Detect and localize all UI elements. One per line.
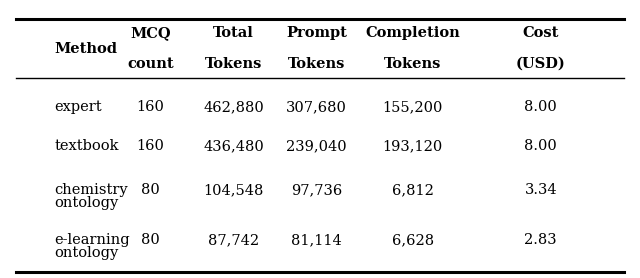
- Text: Tokens: Tokens: [205, 57, 262, 71]
- Text: ontology: ontology: [54, 246, 118, 260]
- Text: 8.00: 8.00: [524, 139, 557, 153]
- Text: 2.83: 2.83: [525, 234, 557, 247]
- Text: 97,736: 97,736: [291, 183, 342, 197]
- Text: expert: expert: [54, 100, 102, 114]
- Text: 307,680: 307,680: [286, 100, 348, 114]
- Text: Completion: Completion: [365, 26, 460, 40]
- Text: Cost: Cost: [523, 26, 559, 40]
- Text: 80: 80: [141, 234, 160, 247]
- Text: 155,200: 155,200: [383, 100, 443, 114]
- Text: 3.34: 3.34: [525, 183, 557, 197]
- Text: 239,040: 239,040: [287, 139, 347, 153]
- Text: 462,880: 462,880: [204, 100, 264, 114]
- Text: 104,548: 104,548: [204, 183, 264, 197]
- Text: textbook: textbook: [54, 139, 119, 153]
- Text: 436,480: 436,480: [204, 139, 264, 153]
- Text: chemistry: chemistry: [54, 183, 128, 197]
- Text: Tokens: Tokens: [384, 57, 442, 71]
- Text: Prompt: Prompt: [286, 26, 348, 40]
- Text: 160: 160: [136, 100, 164, 114]
- Text: (USD): (USD): [516, 57, 566, 71]
- Text: Tokens: Tokens: [288, 57, 346, 71]
- Text: MCQ: MCQ: [130, 26, 171, 40]
- Text: 87,742: 87,742: [208, 234, 259, 247]
- Text: 8.00: 8.00: [524, 100, 557, 114]
- Text: ontology: ontology: [54, 196, 118, 210]
- Text: 6,628: 6,628: [392, 234, 434, 247]
- Text: 80: 80: [141, 183, 160, 197]
- Text: 160: 160: [136, 139, 164, 153]
- Text: 193,120: 193,120: [383, 139, 443, 153]
- Text: Method: Method: [54, 42, 117, 56]
- Text: e-learning: e-learning: [54, 234, 130, 247]
- Text: count: count: [127, 57, 173, 71]
- Text: Total: Total: [213, 26, 254, 40]
- Text: 6,812: 6,812: [392, 183, 434, 197]
- Text: 81,114: 81,114: [291, 234, 342, 247]
